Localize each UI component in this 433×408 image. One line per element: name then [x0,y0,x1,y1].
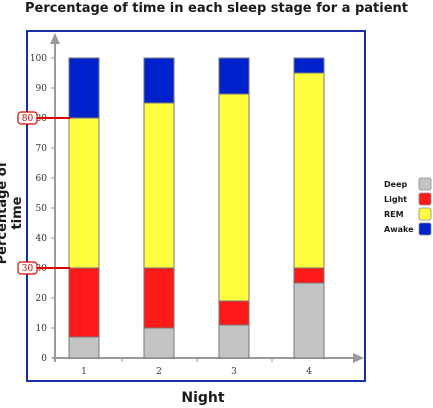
x-tick-label-1: 1 [81,367,87,377]
x-tick-label-3: 3 [231,367,237,377]
y-tick-label-70: 70 [36,144,48,154]
y-tick-label-10: 10 [36,324,48,334]
bar-night-4-awake [293,57,325,74]
legend-swatch-rem [418,207,432,221]
bar-night-1-deep [68,336,100,359]
bar-night-4-deep [293,282,325,359]
legend-label-light: Light [384,195,407,204]
legend-swatch-deep [418,177,432,191]
y-tick-label-90: 90 [36,84,48,94]
bar-night-4-light [293,267,325,284]
bar-night-3-light [218,300,250,326]
x-tick-label-2: 2 [156,367,162,377]
y-tick-label-60: 60 [36,174,48,184]
bar-night-2-light [143,267,175,329]
y-tick-label-0: 0 [41,354,47,364]
legend-label-awake: Awake [384,225,414,234]
y-tick-label-40: 40 [36,234,48,244]
bar-night-4-rem [293,72,325,269]
x-axis-label: Night [181,390,225,406]
legend-swatch-awake [418,222,432,236]
y-tick-label-50: 50 [36,204,48,214]
highlight-label-80: 80 [22,114,34,124]
chart-title: Percentage of time in each sleep stage f… [24,1,409,16]
bar-night-2-rem [143,102,175,269]
y-tick-label-100: 100 [30,54,47,64]
bar-night-3-deep [218,324,250,359]
bar-night-1-awake [68,57,100,119]
highlight-box-30 [17,261,38,275]
y-tick-label-20: 20 [36,294,48,304]
legend-label-rem: REM [384,210,404,219]
x-tick-label-4: 4 [306,367,312,377]
bar-night-3-rem [218,93,250,302]
legend-label-deep: Deep [384,180,407,189]
bar-night-1-light [68,267,100,338]
highlight-label-30: 30 [22,264,34,274]
bar-night-3-awake [218,57,250,95]
legend-swatch-light [418,192,432,206]
highlight-box-80 [17,111,38,125]
bar-night-2-awake [143,57,175,104]
bar-night-2-deep [143,327,175,359]
x-axis-arrow [353,353,364,363]
plot-frame [26,30,366,382]
y-axis-arrow [50,33,60,44]
bar-night-1-rem [68,117,100,269]
